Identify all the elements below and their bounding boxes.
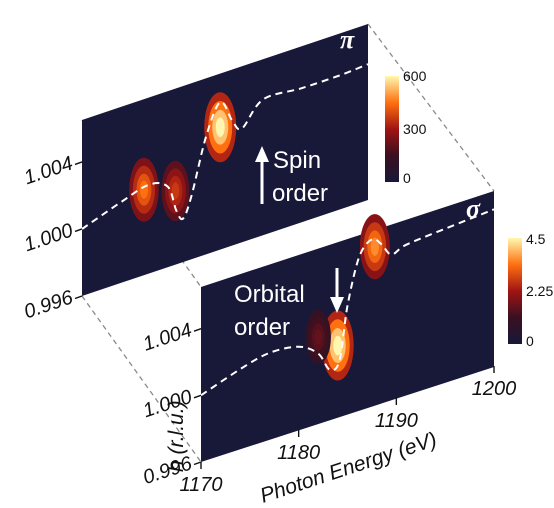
x-axis-label: Photon Energy (eV) <box>257 428 439 508</box>
sigma-xtick-label-1: 1180 <box>277 442 320 464</box>
sigma-peak-2 <box>359 214 390 280</box>
spin-order-arrowhead <box>255 146 269 162</box>
pi-polarization-label: π <box>340 25 355 54</box>
sigma-colorbar-mid: 2.25 <box>526 283 553 299</box>
pi-guide-trace <box>81 63 369 230</box>
sigma-peak-1 <box>305 309 331 365</box>
connector-top-right <box>367 23 495 192</box>
sigma-colorbar-gradient <box>508 238 522 344</box>
sigma-peak-1-layer-3 <box>314 329 322 345</box>
sigma-peak-2-layer-3 <box>370 237 380 256</box>
sigma-ytick-mark-0 <box>193 461 202 466</box>
pi-ytick-label-1: 1.000 <box>21 219 75 256</box>
pi-ytick-label-2: 1.004 <box>21 152 75 189</box>
pi-peak-0-layer-3 <box>139 180 149 199</box>
orbital-order-label-line2: order <box>234 314 290 341</box>
sigma-colorbar-max: 4.5 <box>526 231 546 247</box>
pi-colorbar: 600 300 0 <box>385 68 427 186</box>
sigma-xtick-label-2: 1190 <box>375 410 418 432</box>
sigma-ytick-label-2: 1.004 <box>140 319 194 355</box>
sigma-xtick-label-0: 1170 <box>179 474 222 496</box>
sigma-colorbar-min: 0 <box>526 333 534 349</box>
spin-order-label-line2: order <box>272 180 328 207</box>
pi-colorbar-mid: 300 <box>403 121 427 137</box>
orbital-order-annotation: Orbital order <box>234 268 344 341</box>
sigma-peak-0-layer-3 <box>333 335 343 356</box>
pi-ytick-label-0: 0.996 <box>21 286 76 323</box>
sigma-ytick-mark-2 <box>193 328 202 332</box>
sigma-x-axis: 1170 1180 1190 1200 <box>179 366 516 496</box>
orbital-order-arrowhead <box>330 297 344 313</box>
spin-order-annotation: Spin order <box>255 146 328 207</box>
pi-y-axis: 0.996 1.000 1.004 <box>21 152 83 323</box>
y-axis-label: h (r.l.u.) <box>165 400 188 472</box>
pi-peak-1 <box>161 160 190 222</box>
sigma-colorbar: 4.5 2.25 0 <box>508 231 553 349</box>
pi-colorbar-min: 0 <box>403 170 411 186</box>
pi-colorbar-gradient <box>385 76 399 182</box>
pi-colorbar-max: 600 <box>403 68 427 84</box>
orbital-order-label-line1: Orbital <box>234 281 305 308</box>
sigma-ytick-mark-1 <box>193 394 202 399</box>
pi-peak-0 <box>129 157 159 222</box>
sigma-xtick-label-3: 1200 <box>472 378 517 400</box>
spin-order-label-line1: Spin <box>273 147 321 174</box>
pi-peak-1-layer-3 <box>171 182 180 200</box>
pi-ytick-mark-2 <box>74 161 83 166</box>
pi-ytick-mark-0 <box>74 295 83 300</box>
connector-bottom-left <box>81 295 202 463</box>
pi-peak-2-layer-3 <box>215 117 225 138</box>
sigma-polarization-label: σ <box>466 194 481 223</box>
sigma-guide-trace <box>200 208 495 397</box>
pi-ytick-mark-1 <box>74 228 83 233</box>
